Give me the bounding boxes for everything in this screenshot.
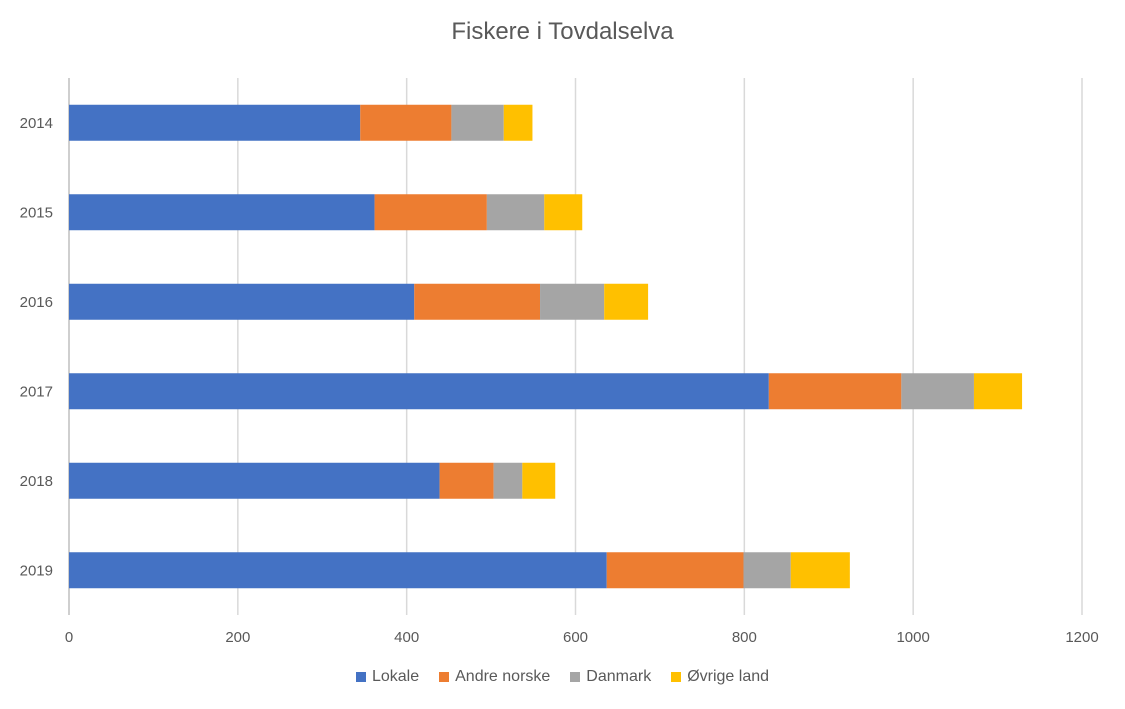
bar-segment [414,283,541,320]
bar-segment [503,104,533,141]
bar-segment [69,104,361,141]
legend-label: Andre norske [455,668,551,685]
legend-swatch [355,672,366,682]
bar-segment [439,462,494,499]
legend-item: Andre norske [439,668,550,686]
bar-segment [451,104,504,141]
grid-lines [68,78,1083,615]
bar-segment [69,283,415,320]
y-tick-label: 2018 [20,473,53,490]
legend-label: Lokale [371,668,420,685]
bar-segment [544,194,583,231]
legend-label: Danmark [586,668,652,685]
x-tick-label: 800 [732,629,757,646]
bar-segment [486,194,545,231]
legend-item: Øvrige land [671,668,769,686]
legend: Lokale Andre norske Danmark Øvrige land [0,668,1125,686]
bar-segment [69,373,769,410]
bar-segment [973,373,1023,410]
y-tick-label: 2016 [20,294,53,311]
y-axis-labels: 2014 2015 2016 2017 2018 2019 [20,115,53,580]
bar-segment [743,552,791,589]
legend-item: Lokale [355,668,420,686]
bar-segment [604,283,649,320]
legend-swatch [671,672,682,682]
y-tick-label: 2019 [20,562,53,579]
x-tick-label: 200 [225,629,250,646]
legend-label: Øvrige land [687,668,770,685]
y-tick-label: 2015 [20,204,53,221]
x-tick-label: 1200 [1065,629,1098,646]
bar-segment [69,552,607,589]
x-tick-label: 1000 [896,629,929,646]
bar-series [69,104,1023,589]
bar-segment [606,552,744,589]
chart-title: Fiskere i Tovdalselva [451,18,674,45]
bar-segment [360,104,452,141]
bar-segment [522,462,556,499]
bar-segment [374,194,487,231]
x-tick-label: 0 [65,629,73,646]
y-tick-label: 2017 [20,383,53,400]
bar-segment [540,283,605,320]
x-tick-label: 400 [394,629,419,646]
x-axis-labels: 0 200 400 600 800 1000 1200 [65,629,1099,646]
bar-segment [493,462,523,499]
bar-segment [790,552,850,589]
bar-segment [69,194,375,231]
y-tick-label: 2014 [20,115,53,132]
legend-swatch [439,672,450,682]
bar-segment [768,373,902,410]
legend-item: Danmark [570,668,651,686]
bar-segment [901,373,974,410]
legend-swatch [570,672,581,682]
x-tick-label: 600 [563,629,588,646]
bar-segment [69,462,440,499]
